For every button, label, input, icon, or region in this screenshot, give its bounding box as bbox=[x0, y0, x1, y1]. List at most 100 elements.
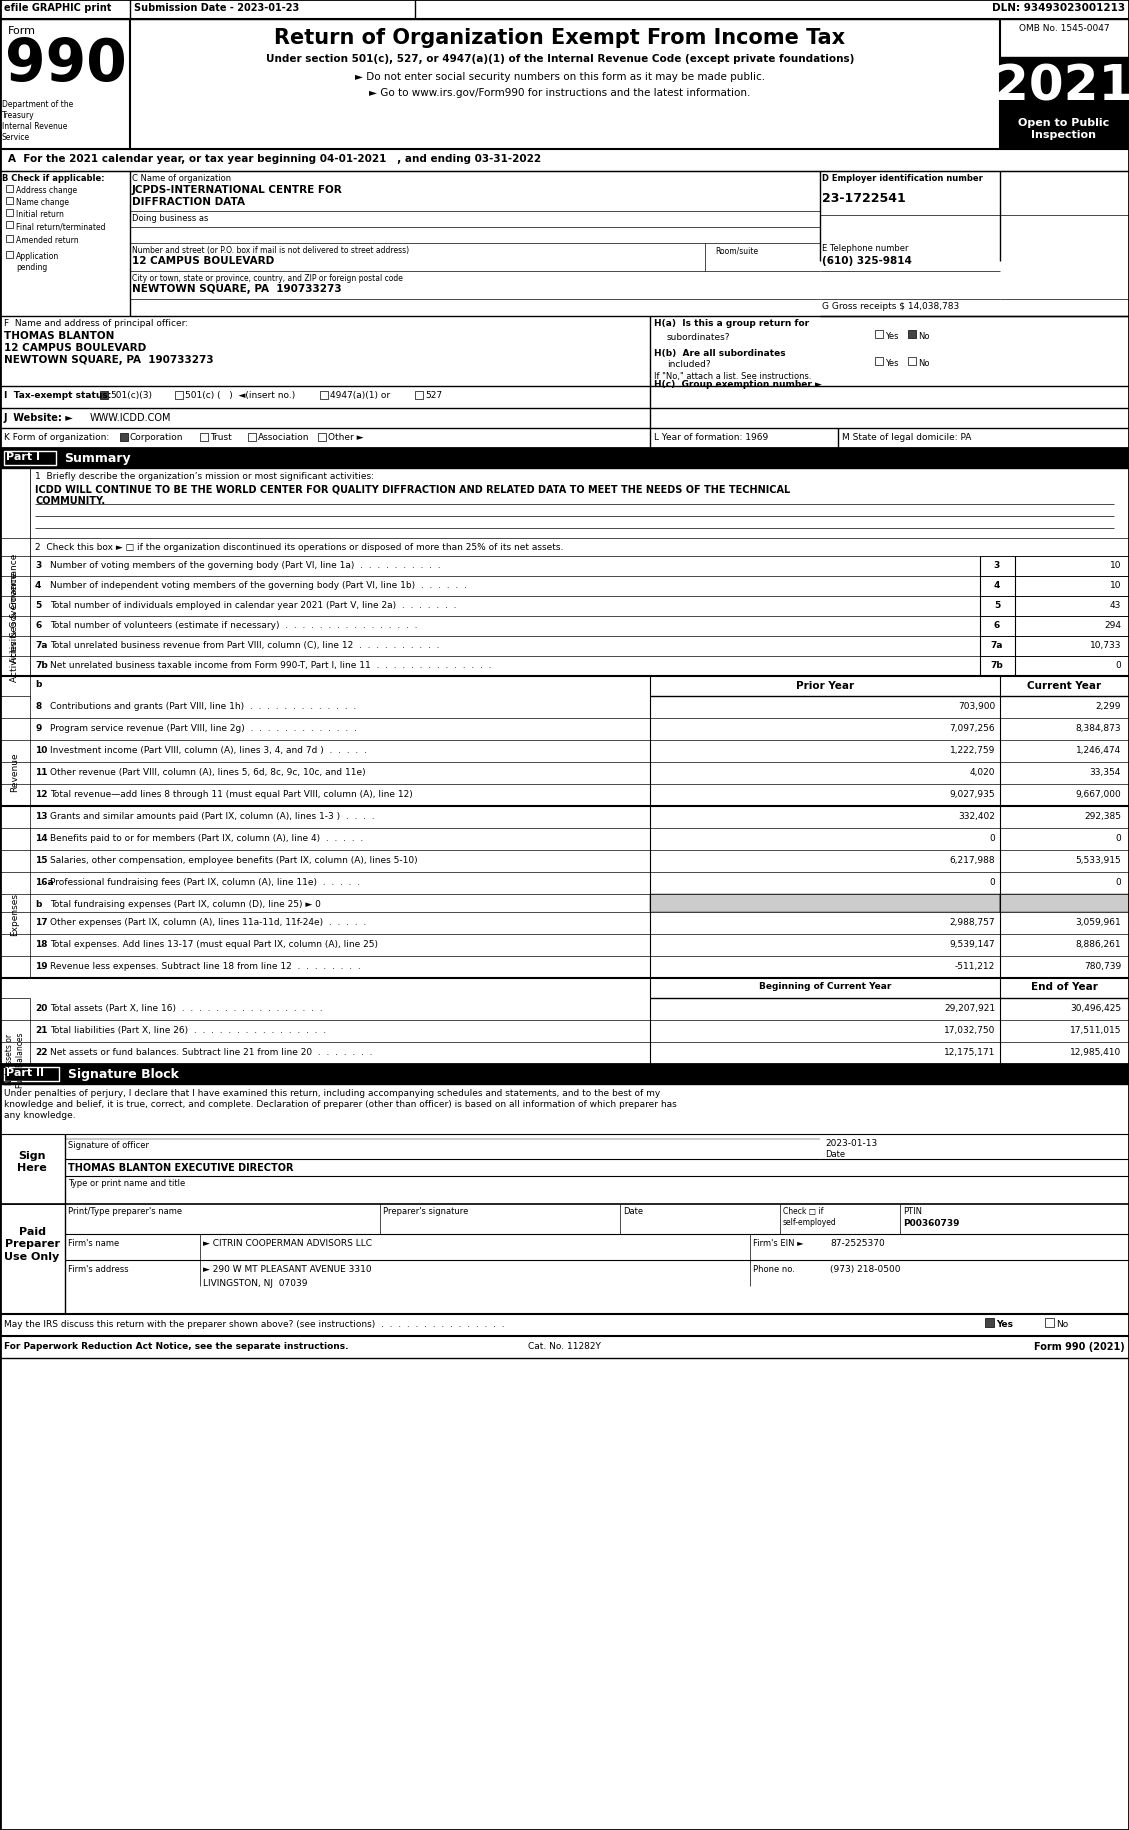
Text: 18: 18 bbox=[35, 939, 47, 948]
Text: 29,207,921: 29,207,921 bbox=[944, 1003, 995, 1012]
Text: Other revenue (Part VIII, column (A), lines 5, 6d, 8c, 9c, 10c, and 11e): Other revenue (Part VIII, column (A), li… bbox=[50, 767, 366, 776]
Text: 19: 19 bbox=[35, 961, 47, 970]
Text: 501(c)(3): 501(c)(3) bbox=[110, 392, 152, 399]
Text: If "No," attach a list. See instructions.: If "No," attach a list. See instructions… bbox=[654, 371, 812, 381]
Bar bbox=[1015, 556, 1129, 576]
Text: ► Go to www.irs.gov/Form990 for instructions and the latest information.: ► Go to www.irs.gov/Form990 for instruct… bbox=[369, 88, 751, 99]
Text: Submission Date - 2023-01-23: Submission Date - 2023-01-23 bbox=[134, 4, 299, 13]
Text: B Check if applicable:: B Check if applicable: bbox=[2, 174, 105, 183]
Bar bbox=[6, 253, 14, 258]
Text: NEWTOWN SQUARE, PA  190733273: NEWTOWN SQUARE, PA 190733273 bbox=[5, 355, 213, 364]
Text: ► 290 W MT PLEASANT AVENUE 3310: ► 290 W MT PLEASANT AVENUE 3310 bbox=[203, 1265, 371, 1274]
Text: No: No bbox=[1056, 1319, 1068, 1329]
Text: Revenue less expenses. Subtract line 18 from line 12  .  .  .  .  .  .  .  .: Revenue less expenses. Subtract line 18 … bbox=[50, 961, 361, 970]
Text: 12 CAMPUS BOULEVARD: 12 CAMPUS BOULEVARD bbox=[132, 256, 274, 265]
Text: 1  Briefly describe the organization’s mission or most significant activities:: 1 Briefly describe the organization’s mi… bbox=[35, 472, 374, 481]
Text: D Employer identification number: D Employer identification number bbox=[822, 174, 983, 183]
Text: Program service revenue (Part VIII, line 2g)  .  .  .  .  .  .  .  .  .  .  .  .: Program service revenue (Part VIII, line… bbox=[50, 723, 357, 732]
Bar bbox=[415, 392, 423, 399]
Text: H(b)  Are all subordinates: H(b) Are all subordinates bbox=[654, 350, 786, 359]
Text: 4,020: 4,020 bbox=[970, 767, 995, 776]
Text: 3,059,961: 3,059,961 bbox=[1075, 917, 1121, 926]
Text: 332,402: 332,402 bbox=[959, 811, 995, 820]
Text: J  Website: ►: J Website: ► bbox=[5, 414, 73, 423]
Text: 7a: 7a bbox=[35, 640, 47, 650]
Text: Salaries, other compensation, employee benefits (Part IX, column (A), lines 5-10: Salaries, other compensation, employee b… bbox=[50, 856, 418, 864]
Text: 990: 990 bbox=[5, 37, 126, 93]
Text: 6: 6 bbox=[994, 620, 1000, 630]
Text: Phone no.: Phone no. bbox=[753, 1265, 795, 1274]
Text: I  Tax-exempt status:: I Tax-exempt status: bbox=[5, 392, 112, 399]
Bar bbox=[875, 331, 883, 339]
Text: 0: 0 bbox=[989, 833, 995, 842]
Text: 0: 0 bbox=[989, 878, 995, 886]
Text: Revenue: Revenue bbox=[10, 752, 19, 791]
Bar bbox=[5, 1067, 59, 1082]
Text: 1,246,474: 1,246,474 bbox=[1076, 745, 1121, 754]
Text: 17,511,015: 17,511,015 bbox=[1069, 1025, 1121, 1034]
Text: Total liabilities (Part X, line 26)  .  .  .  .  .  .  .  .  .  .  .  .  .  .  .: Total liabilities (Part X, line 26) . . … bbox=[50, 1025, 326, 1034]
Text: Contributions and grants (Part VIII, line 1h)  .  .  .  .  .  .  .  .  .  .  .  : Contributions and grants (Part VIII, lin… bbox=[50, 701, 357, 710]
Text: 3: 3 bbox=[994, 560, 1000, 569]
Text: 6,217,988: 6,217,988 bbox=[949, 856, 995, 864]
Text: Activities & Governance: Activities & Governance bbox=[10, 554, 19, 662]
Text: 10: 10 bbox=[1110, 580, 1121, 589]
Bar bbox=[248, 434, 256, 441]
Text: 2021: 2021 bbox=[995, 62, 1129, 110]
Text: 14: 14 bbox=[35, 833, 47, 842]
Text: 6: 6 bbox=[35, 620, 42, 630]
Bar bbox=[6, 221, 14, 229]
Text: 8: 8 bbox=[35, 701, 42, 710]
Text: Trust: Trust bbox=[210, 432, 231, 441]
Text: PTIN: PTIN bbox=[903, 1206, 922, 1215]
Text: DLN: 93493023001213: DLN: 93493023001213 bbox=[992, 4, 1124, 13]
Bar bbox=[1000, 979, 1129, 999]
Text: 4: 4 bbox=[35, 580, 42, 589]
Bar bbox=[1000, 20, 1129, 59]
Text: 7b: 7b bbox=[990, 661, 1004, 670]
Text: Yes: Yes bbox=[996, 1319, 1013, 1329]
Text: THOMAS BLANTON: THOMAS BLANTON bbox=[5, 331, 114, 340]
Text: 294: 294 bbox=[1104, 620, 1121, 630]
Text: F  Name and address of principal officer:: F Name and address of principal officer: bbox=[5, 318, 189, 328]
Text: ► CITRIN COOPERMAN ADVISORS LLC: ► CITRIN COOPERMAN ADVISORS LLC bbox=[203, 1239, 371, 1248]
Text: 780,739: 780,739 bbox=[1084, 961, 1121, 970]
Bar bbox=[200, 434, 208, 441]
Text: Firm's EIN ►: Firm's EIN ► bbox=[753, 1239, 804, 1248]
Text: 9,027,935: 9,027,935 bbox=[949, 789, 995, 798]
Bar bbox=[1000, 59, 1129, 113]
Text: LIVINGSTON, NJ  07039: LIVINGSTON, NJ 07039 bbox=[203, 1279, 307, 1286]
Bar bbox=[0, 1204, 65, 1314]
Text: Professional fundraising fees (Part IX, column (A), line 11e)  .  .  .  .  .: Professional fundraising fees (Part IX, … bbox=[50, 878, 360, 886]
Bar bbox=[1015, 637, 1129, 657]
Text: End of Year: End of Year bbox=[1031, 981, 1097, 992]
Text: 8,886,261: 8,886,261 bbox=[1076, 939, 1121, 948]
Text: K Form of organization:: K Form of organization: bbox=[5, 432, 110, 441]
Text: Corporation: Corporation bbox=[130, 432, 184, 441]
Bar bbox=[650, 895, 1000, 913]
Text: 292,385: 292,385 bbox=[1084, 811, 1121, 820]
Bar bbox=[875, 359, 883, 366]
Text: M State of legal domicile: PA: M State of legal domicile: PA bbox=[842, 432, 971, 441]
Text: 12: 12 bbox=[35, 789, 47, 798]
Bar bbox=[1045, 1318, 1054, 1327]
Text: 12,175,171: 12,175,171 bbox=[944, 1047, 995, 1056]
Text: 0: 0 bbox=[1115, 833, 1121, 842]
Text: 7a: 7a bbox=[991, 640, 1004, 650]
Text: Initial return: Initial return bbox=[16, 210, 64, 220]
Text: 2023-01-13: 2023-01-13 bbox=[825, 1138, 877, 1147]
Text: Net assets or fund balances. Subtract line 21 from line 20  .  .  .  .  .  .  .: Net assets or fund balances. Subtract li… bbox=[50, 1047, 373, 1056]
Text: Net Assets or
Fund Balances: Net Assets or Fund Balances bbox=[5, 1032, 25, 1087]
Text: 30,496,425: 30,496,425 bbox=[1070, 1003, 1121, 1012]
Text: 5: 5 bbox=[35, 600, 42, 609]
Text: 23-1722541: 23-1722541 bbox=[822, 192, 905, 205]
Bar bbox=[908, 359, 916, 366]
Text: WWW.ICDD.COM: WWW.ICDD.COM bbox=[90, 414, 172, 423]
Text: 33,354: 33,354 bbox=[1089, 767, 1121, 776]
Bar bbox=[0, 468, 30, 677]
Text: Amended return: Amended return bbox=[16, 236, 79, 245]
Bar bbox=[0, 807, 30, 979]
Text: 22: 22 bbox=[35, 1047, 47, 1056]
Text: 9,667,000: 9,667,000 bbox=[1075, 789, 1121, 798]
Text: Total number of volunteers (estimate if necessary)  .  .  .  .  .  .  .  .  .  .: Total number of volunteers (estimate if … bbox=[50, 620, 418, 630]
